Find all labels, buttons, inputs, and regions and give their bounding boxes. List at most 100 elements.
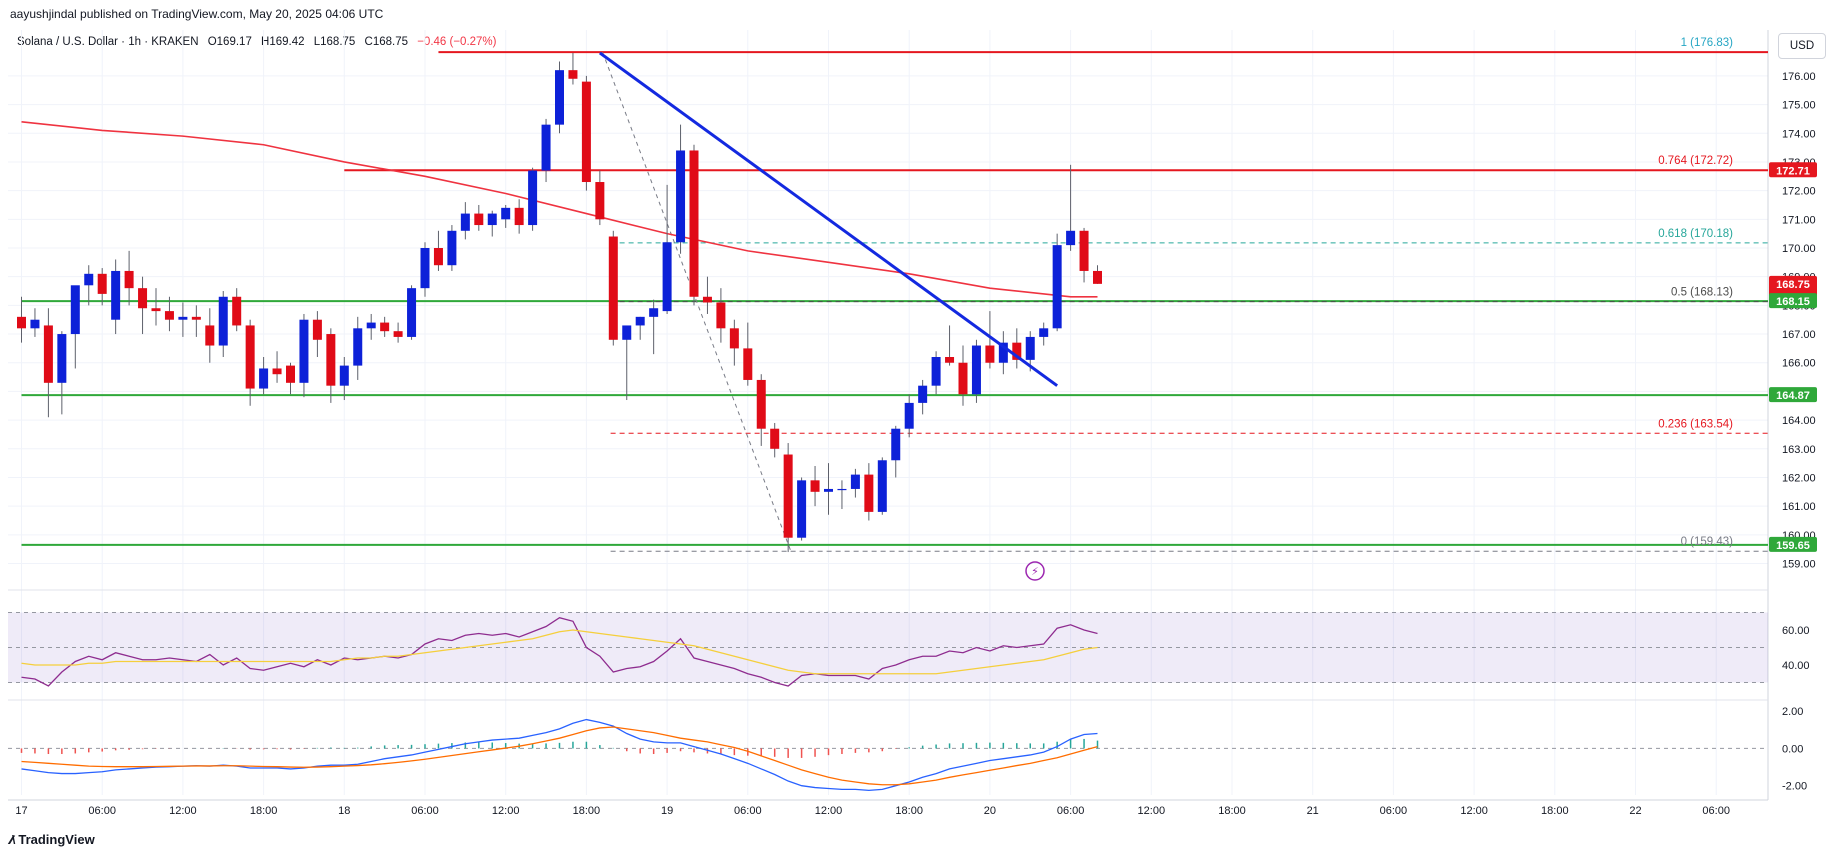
- candle-body: [380, 322, 390, 332]
- rsi-tick-label: 40.00: [1782, 660, 1810, 672]
- candle-body: [433, 248, 443, 266]
- price-tag-label: 159.65: [1776, 540, 1810, 552]
- candle-body: [729, 328, 739, 349]
- candle-body: [958, 362, 968, 395]
- fib-level-label: 1 (176.83): [1681, 37, 1734, 49]
- candle-body: [407, 288, 417, 337]
- candle-body: [676, 150, 686, 243]
- time-tick-label: 12:00: [1138, 805, 1166, 817]
- currency-button[interactable]: USD: [1778, 33, 1826, 59]
- macd-signal-line: [21, 726, 1098, 786]
- time-tick-label: 06:00: [1380, 805, 1408, 817]
- candle-body: [770, 428, 780, 449]
- price-tick-label: 164.00: [1782, 415, 1816, 427]
- price-tag-label: 172.71: [1776, 165, 1810, 177]
- candle-body: [608, 236, 618, 340]
- macd-tick-label: 0.00: [1782, 743, 1803, 755]
- candle-body: [918, 385, 928, 403]
- price-tick-label: 170.00: [1782, 243, 1816, 255]
- price-tick-label: 166.00: [1782, 358, 1816, 370]
- candle-body: [1079, 230, 1089, 271]
- price-tick-label: 161.00: [1782, 501, 1816, 513]
- candle-body: [84, 273, 94, 286]
- price-tick-label: 176.00: [1782, 71, 1816, 83]
- candle-body: [474, 213, 484, 226]
- candle-body: [178, 316, 188, 320]
- price-tick-label: 174.00: [1782, 128, 1816, 140]
- time-tick-label: 06:00: [1702, 805, 1730, 817]
- candle-body: [272, 368, 282, 375]
- event-marker-icon: [1025, 561, 1045, 581]
- candle-body: [541, 124, 551, 171]
- candle-body: [555, 70, 564, 125]
- candle-body: [797, 480, 807, 538]
- symbol-legend[interactable]: Solana / U.S. Dollar · 1h · KRAKEN O169.…: [17, 36, 503, 48]
- candle-body: [985, 345, 995, 363]
- candle-body: [339, 365, 349, 386]
- candle-body: [877, 460, 887, 512]
- symbol-name[interactable]: Solana / U.S. Dollar · 1h · KRAKEN: [17, 36, 199, 48]
- price-tick-label: 172.00: [1782, 186, 1816, 198]
- price-tick-label: 159.00: [1782, 559, 1816, 571]
- candle-body: [904, 402, 914, 429]
- price-change: −0.46 (−0.27%): [417, 36, 497, 48]
- candle-body: [124, 270, 134, 289]
- candle-body: [945, 357, 955, 363]
- price-tick-label: 163.00: [1782, 444, 1816, 456]
- time-tick-label: 12:00: [492, 805, 520, 817]
- candle-body: [218, 296, 228, 346]
- ohlc-open: O169.17: [207, 36, 252, 48]
- time-tick-label: 17: [15, 805, 27, 817]
- time-tick-label: 19: [661, 805, 673, 817]
- time-tick-label: 18:00: [1218, 805, 1246, 817]
- candle-body: [824, 488, 833, 492]
- price-tag: [1769, 293, 1817, 309]
- candle-body: [971, 345, 981, 395]
- candle-body: [864, 474, 874, 512]
- candle-body: [528, 170, 538, 226]
- candle-body: [689, 150, 699, 297]
- candle-body: [70, 285, 80, 335]
- candle-body: [447, 230, 457, 266]
- candle-body: [891, 428, 901, 461]
- candle-body: [810, 480, 820, 492]
- time-tick-label: 06:00: [88, 805, 116, 817]
- tradingview-logo-icon: ⁄⁄\: [10, 833, 15, 847]
- fib-level-label: 0.618 (170.18): [1658, 228, 1733, 240]
- time-tick-label: 18: [338, 805, 350, 817]
- time-tick-label: 22: [1629, 805, 1641, 817]
- price-tag-label: 168.15: [1776, 296, 1810, 308]
- price-tag: [1769, 162, 1817, 178]
- candle-body: [30, 319, 40, 329]
- candle-body: [420, 248, 430, 289]
- candle-body: [743, 348, 753, 380]
- tradingview-logo: ⁄⁄\ TradingView: [10, 832, 95, 847]
- time-tick-label: 20: [984, 805, 996, 817]
- candle-body: [568, 70, 578, 79]
- ohlc-low: L168.75: [313, 36, 356, 48]
- fib-level-label: 0.5 (168.13): [1671, 287, 1733, 299]
- candle-body: [312, 319, 322, 340]
- candle-body: [326, 334, 336, 386]
- candle-body: [299, 319, 309, 383]
- candle-body: [649, 308, 659, 317]
- candle-body: [286, 365, 295, 383]
- candle-body: [1025, 336, 1035, 360]
- candle-body: [393, 331, 403, 337]
- fib-trend-guide: [602, 51, 792, 552]
- candle-body: [43, 325, 53, 383]
- candle-body: [931, 357, 941, 386]
- bearish-trendline: [598, 51, 1059, 387]
- candle-body: [1039, 328, 1049, 337]
- candle-body: [783, 454, 793, 538]
- candle-body: [514, 207, 524, 226]
- candle-body: [622, 325, 632, 340]
- time-tick-label: 18:00: [573, 805, 601, 817]
- time-tick-label: 06:00: [411, 805, 439, 817]
- candle-body: [998, 342, 1008, 363]
- ohlc-close: C168.75: [364, 36, 408, 48]
- price-tick-label: 162.00: [1782, 472, 1816, 484]
- rsi-line: [21, 617, 1098, 687]
- candle-body: [259, 368, 269, 389]
